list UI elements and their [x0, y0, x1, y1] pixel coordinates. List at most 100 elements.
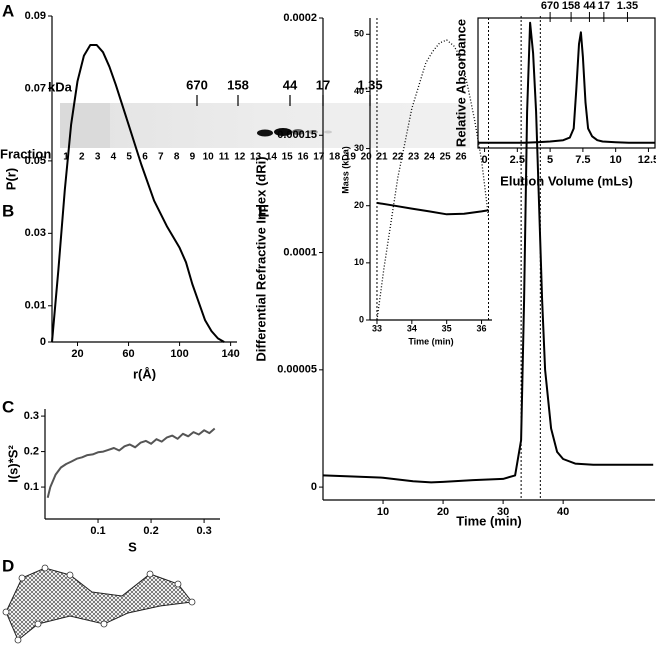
fraction-number: 7 — [158, 152, 164, 163]
y-tick-label: 0.0001 — [283, 246, 317, 258]
fraction-number: 14 — [266, 152, 278, 163]
kda-label: kDa — [48, 79, 73, 94]
x-axis-label: Elution Volume (mLs) — [500, 173, 633, 188]
model-beads — [2, 564, 196, 644]
data-line — [51, 44, 225, 343]
y-tick-label: 50 — [354, 29, 364, 39]
top-marker-label: 44 — [583, 0, 596, 12]
x-tick-label: 100 — [170, 348, 188, 360]
x-tick-label: 2.5 — [510, 154, 525, 166]
top-marker-label: 670 — [541, 0, 559, 12]
fraction-number: 20 — [361, 152, 373, 163]
y-tick-label: 0 — [359, 314, 364, 324]
x-axis-label: r(Å) — [133, 366, 156, 381]
x-tick-label: 60 — [122, 348, 134, 360]
fraction-number: 26 — [455, 152, 467, 163]
fraction-number: 3 — [95, 152, 101, 163]
y-tick-label: 0.1 — [24, 481, 39, 493]
y-tick-label: 0.05 — [25, 155, 46, 167]
top-marker-label: 158 — [562, 0, 580, 12]
x-tick-label: 20 — [437, 506, 449, 518]
x-tick-label: 10 — [610, 154, 622, 166]
fraction-number: 24 — [424, 152, 436, 163]
y-axis-label: Relative Absorbance — [453, 19, 468, 147]
fraction-number: 11 — [219, 152, 230, 163]
data-line — [46, 427, 216, 498]
gel-band — [292, 129, 304, 135]
x-axis-label: S — [128, 539, 137, 554]
x-tick-label: 0.2 — [143, 525, 158, 537]
x-axis-label: Time (min) — [456, 513, 522, 528]
gel-image — [60, 103, 110, 148]
structure-model — [5, 567, 193, 641]
gel-image — [60, 103, 470, 148]
gel-band — [274, 128, 292, 136]
fraction-number: 10 — [203, 152, 215, 163]
fraction-number: 16 — [297, 152, 309, 163]
fraction-number: 19 — [345, 152, 357, 163]
gel-band — [308, 130, 318, 134]
plot-frame — [477, 17, 656, 149]
x-tick-label: 0.3 — [196, 525, 211, 537]
y-tick-label: 0.09 — [25, 10, 46, 22]
data-line — [376, 201, 489, 216]
top-marker-label: 1.35 — [617, 0, 638, 12]
fraction-number: 8 — [174, 152, 180, 163]
y-axis-label: Differential Refractive Index (dRi) — [253, 156, 268, 361]
panel-label: E — [258, 201, 269, 220]
x-tick-label: 12.5 — [638, 154, 656, 166]
x-tick-label: 140 — [221, 348, 239, 360]
top-marker-label: 17 — [598, 0, 610, 12]
fraction-number: 13 — [250, 152, 262, 163]
x-tick-label: 35 — [442, 323, 452, 333]
x-tick-label: 30 — [497, 506, 509, 518]
gel-band — [257, 129, 273, 137]
fraction-number: 21 — [376, 152, 388, 163]
fraction-number: 18 — [329, 152, 341, 163]
fraction-number: 15 — [282, 152, 294, 163]
kda-marker: 158 — [227, 77, 249, 92]
y-tick-label: 0.2 — [24, 445, 39, 457]
y-tick-label: 0.0002 — [283, 12, 317, 24]
data-line — [376, 39, 490, 321]
y-tick-label: 0 — [40, 336, 46, 348]
gel-band — [324, 130, 332, 134]
y-tick-label: 0.3 — [24, 410, 39, 422]
panel-label: A — [2, 1, 14, 20]
kda-marker: 44 — [283, 77, 298, 92]
fraction-number: 22 — [392, 152, 404, 163]
y-tick-label: 0.00005 — [277, 364, 317, 376]
x-tick-label: 0.1 — [90, 525, 105, 537]
y-tick-label: 0.00015 — [277, 129, 317, 141]
y-tick-label: 0 — [311, 481, 317, 493]
y-tick-label: 40 — [354, 86, 364, 96]
fraction-number: 4 — [111, 152, 117, 163]
y-axis-label: I(s)*S² — [5, 445, 20, 483]
y-tick-label: 0.01 — [25, 300, 46, 312]
data-line — [478, 31, 655, 144]
x-tick-label: 34 — [407, 323, 417, 333]
kda-marker: 670 — [186, 77, 208, 92]
fraction-number: 9 — [190, 152, 196, 163]
fraction-number: 25 — [440, 152, 452, 163]
fraction-number: 5 — [126, 152, 132, 163]
panel-label: B — [2, 201, 14, 220]
x-tick-label: 20 — [71, 348, 83, 360]
fraction-label: Fraction — [0, 146, 51, 161]
fraction-number: 12 — [234, 152, 246, 163]
x-tick-label: 10 — [377, 506, 389, 518]
data-line — [322, 21, 654, 484]
panel-label: D — [2, 556, 14, 575]
x-tick-label: 36 — [477, 323, 487, 333]
y-tick-label: 30 — [354, 143, 364, 153]
x-tick-label: 7.5 — [575, 154, 590, 166]
y-axis-label: Mass (kDa) — [340, 146, 350, 194]
panel-label: C — [2, 397, 14, 416]
y-axis-label: P(r) — [3, 168, 18, 190]
fraction-number: 23 — [408, 152, 420, 163]
x-tick-label: 33 — [372, 323, 382, 333]
x-tick-label: 40 — [557, 506, 569, 518]
x-tick-label: 0 — [481, 154, 487, 166]
y-tick-label: 0.07 — [25, 82, 46, 94]
